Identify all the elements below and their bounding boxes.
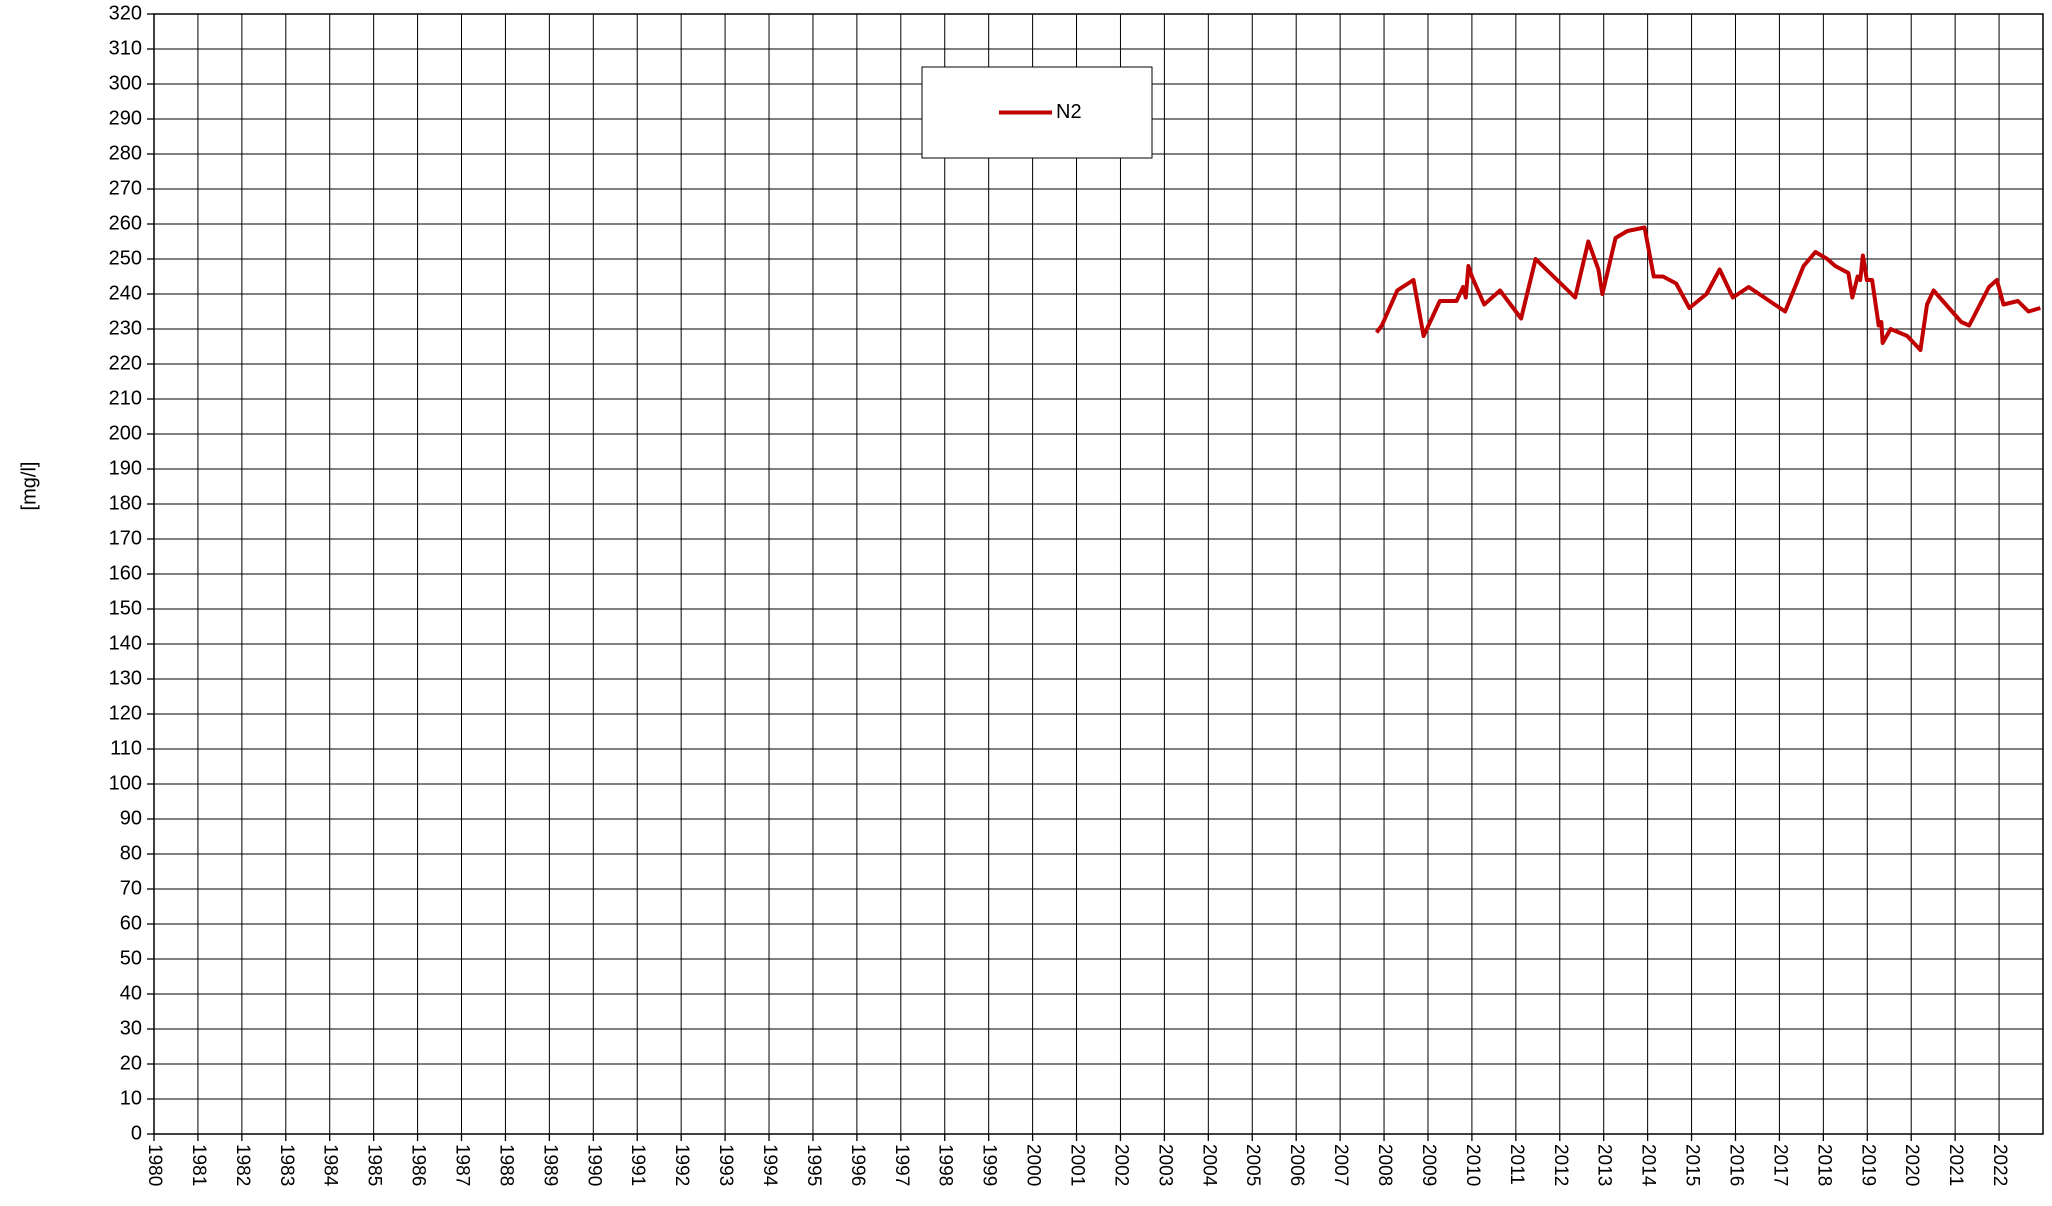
x-tick-label: 2020	[1901, 1144, 1922, 1186]
y-tick-label: 200	[109, 422, 142, 444]
y-tick-label: 150	[109, 597, 142, 619]
x-tick-label: 1984	[320, 1144, 341, 1187]
x-tick-label: 2007	[1330, 1144, 1351, 1186]
y-tick-label: 130	[109, 667, 142, 689]
x-tick-label: 1993	[715, 1144, 736, 1186]
y-tick-label: 20	[120, 1052, 142, 1074]
x-tick-label: 1988	[495, 1144, 516, 1186]
x-tick-label: 1998	[935, 1144, 956, 1186]
x-tick-label: 2004	[1198, 1144, 1219, 1187]
y-tick-label: 270	[109, 177, 142, 199]
x-tick-label: 1985	[364, 1144, 385, 1186]
y-tick-label: 50	[120, 947, 142, 969]
y-tick-label: 110	[110, 737, 142, 759]
y-tick-label: 240	[109, 282, 142, 304]
x-tick-label: 2017	[1769, 1144, 1790, 1186]
x-tick-label: 2006	[1286, 1144, 1307, 1186]
y-tick-label: 170	[109, 527, 142, 549]
y-tick-label: 180	[109, 492, 142, 514]
x-tick-label: 2009	[1418, 1144, 1439, 1186]
x-tick-label: 2016	[1725, 1144, 1746, 1186]
x-tick-label: 2021	[1945, 1144, 1966, 1186]
x-tick-label: 2002	[1110, 1144, 1131, 1186]
y-tick-label: 40	[120, 982, 142, 1004]
x-tick-label: 2018	[1813, 1144, 1834, 1186]
x-tick-label: 2015	[1682, 1144, 1703, 1186]
y-tick-label: 280	[109, 142, 142, 164]
x-tick-label: 1981	[188, 1144, 209, 1186]
x-tick-label: 1991	[627, 1144, 648, 1186]
x-tick-label: 2005	[1242, 1144, 1263, 1186]
y-tick-label: 0	[131, 1122, 142, 1144]
y-tick-label: 300	[109, 72, 142, 94]
x-tick-label: 1994	[759, 1144, 780, 1187]
y-tick-label: 310	[109, 37, 142, 59]
y-axis-label: [mg/l]	[18, 462, 40, 511]
x-tick-label: 1997	[891, 1144, 912, 1186]
x-tick-label: 2014	[1638, 1144, 1659, 1187]
y-tick-label: 120	[109, 702, 142, 724]
x-tick-label: 2008	[1374, 1144, 1395, 1186]
y-tick-label: 100	[109, 772, 142, 794]
x-tick-label: 1990	[583, 1144, 604, 1186]
y-tick-label: 90	[120, 807, 142, 829]
x-tick-label: 2011	[1506, 1144, 1527, 1185]
y-tick-label: 320	[109, 2, 142, 24]
x-tick-label: 2001	[1067, 1144, 1088, 1186]
x-tick-label: 2022	[1989, 1144, 2010, 1186]
legend-label: N2	[1056, 101, 1082, 123]
y-tick-label: 290	[109, 107, 142, 129]
y-tick-label: 60	[120, 912, 142, 934]
y-tick-label: 260	[109, 212, 142, 234]
y-tick-label: 160	[109, 562, 142, 584]
x-tick-label: 1982	[232, 1144, 253, 1186]
y-tick-label: 250	[109, 247, 142, 269]
y-tick-label: 140	[109, 632, 142, 654]
y-tick-label: 30	[120, 1017, 142, 1039]
y-tick-label: 230	[109, 317, 142, 339]
x-tick-label: 2003	[1154, 1144, 1175, 1186]
plot-frame	[153, 13, 2044, 1135]
x-tick-label: 1986	[408, 1144, 429, 1186]
y-tick-label: 190	[109, 457, 142, 479]
x-tick-label: 1995	[803, 1144, 824, 1186]
x-tick-label: 1980	[144, 1144, 165, 1186]
y-tick-label: 70	[120, 877, 142, 899]
x-tick-label: 1999	[979, 1144, 1000, 1186]
x-tick-label: 2000	[1023, 1144, 1044, 1186]
y-tick-label: 80	[120, 842, 142, 864]
x-tick-label: 1996	[847, 1144, 868, 1186]
x-tick-label: 1983	[276, 1144, 297, 1186]
y-tick-label: 10	[120, 1087, 142, 1109]
x-tick-label: 1987	[451, 1144, 472, 1186]
x-tick-label: 1992	[671, 1144, 692, 1186]
x-tick-label: 2019	[1857, 1144, 1878, 1186]
x-tick-label: 2013	[1594, 1144, 1615, 1186]
y-tick-label: 220	[109, 352, 142, 374]
y-tick-label: 210	[109, 387, 142, 409]
data-line	[1374, 225, 2041, 352]
x-tick-label: 2012	[1550, 1144, 1571, 1186]
x-tick-label: 2010	[1462, 1144, 1483, 1186]
x-tick-label: 1989	[539, 1144, 560, 1186]
